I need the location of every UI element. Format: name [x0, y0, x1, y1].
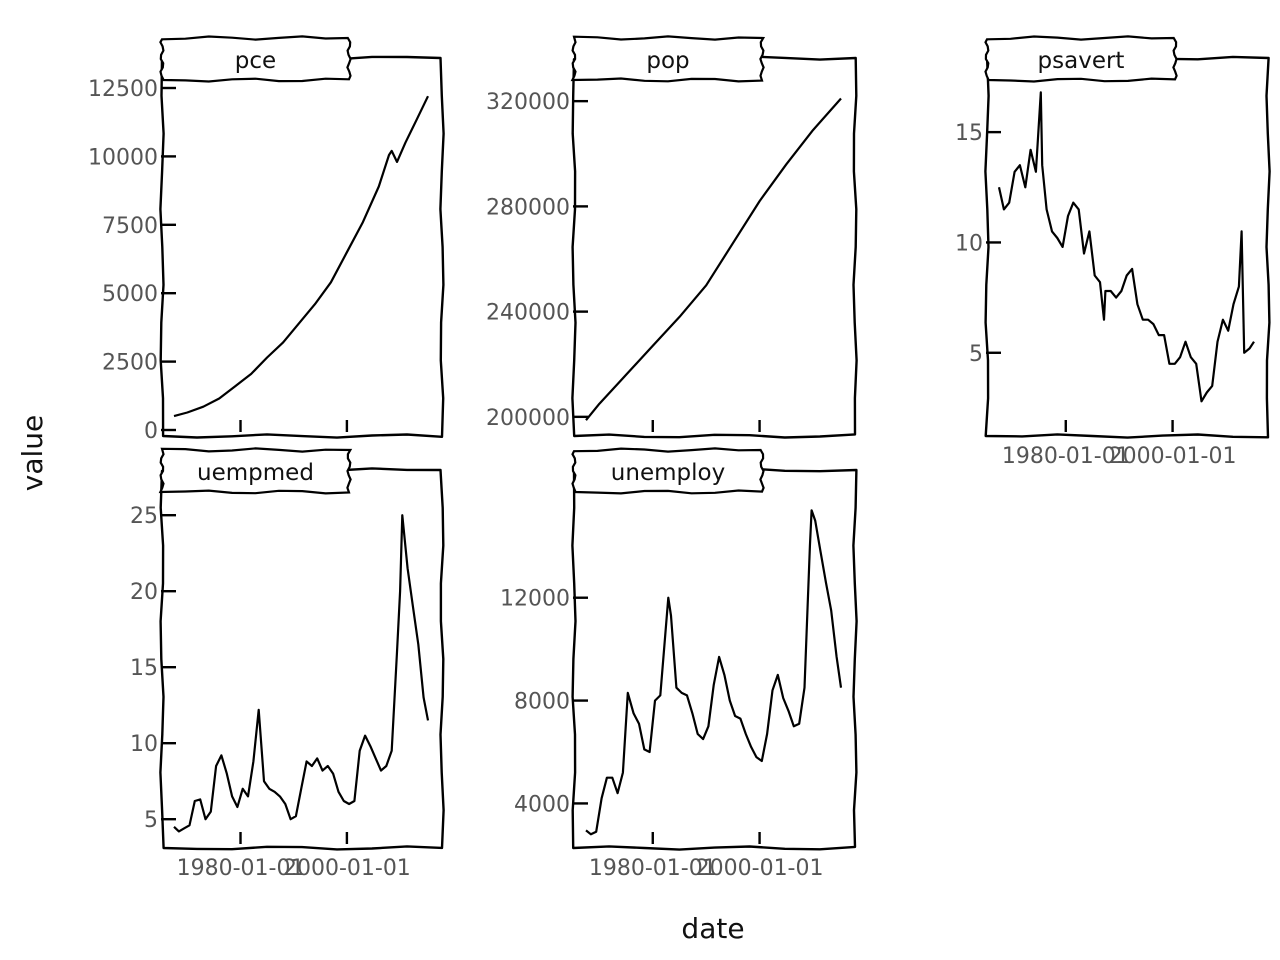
series-line-unemploy — [585, 509, 843, 836]
x-tick-label: 1980-01-01 — [1002, 444, 1130, 469]
series-line-uempmed — [173, 514, 430, 833]
strip-label: unemploy — [611, 460, 725, 486]
x-tick-label: 2000-01-01 — [696, 856, 824, 881]
strip-box — [159, 35, 352, 83]
y-tick-label: 5 — [144, 808, 158, 833]
y-tick-label: 2500 — [102, 351, 158, 376]
strip-label: psavert — [1038, 48, 1125, 74]
strip-box — [570, 35, 766, 83]
panel-pce: pce 0 2500 5000 7500 10000 12500 — [88, 35, 445, 444]
strip-box — [984, 35, 1178, 83]
x-tick-label: 1980-01-01 — [589, 856, 717, 881]
y-tick-label: 280000 — [486, 195, 570, 220]
panel-frame — [159, 467, 445, 851]
panel-pop: pop 200000 240000 280000 320000 — [486, 35, 858, 439]
y-tick-label: 12000 — [500, 587, 570, 612]
x-tick-label: 2000-01-01 — [283, 856, 411, 881]
x-axis-title: date — [681, 912, 744, 945]
y-tick-label: 0 — [144, 419, 158, 444]
y-tick-label: 200000 — [486, 406, 570, 431]
strip-box — [158, 447, 353, 495]
y-tick-label: 15 — [130, 656, 158, 681]
series-line-psavert — [997, 91, 1255, 403]
panel-frame — [571, 467, 858, 851]
y-tick-label: 5 — [969, 342, 983, 367]
y-tick-label: 15 — [955, 121, 983, 146]
y-tick-label: 4000 — [514, 792, 570, 817]
y-tick-label: 8000 — [514, 690, 570, 715]
y-tick-label: 10000 — [88, 145, 158, 170]
strip-label: pce — [235, 48, 276, 74]
y-tick-label: 10 — [130, 732, 158, 757]
y-tick-label: 20 — [130, 580, 158, 605]
y-tick-label: 10 — [955, 231, 983, 256]
y-tick-label: 320000 — [486, 90, 570, 115]
panel-unemploy: unemploy 4000 8000 12000 1980-01-012000-01-0… — [500, 447, 858, 881]
x-tick-label: 1980-01-01 — [177, 856, 305, 881]
panel-frame — [571, 55, 858, 439]
y-tick-label: 7500 — [102, 214, 158, 239]
panel-frame — [984, 55, 1271, 439]
x-tick-label: 2000-01-01 — [1109, 444, 1237, 469]
y-tick-label: 12500 — [88, 77, 158, 102]
y-axis-title: value — [16, 415, 49, 491]
strip-label: pop — [646, 48, 689, 74]
y-tick-label: 25 — [130, 504, 158, 529]
series-line-pop — [585, 97, 842, 421]
strip-label: uempmed — [197, 460, 314, 486]
strip-box — [571, 447, 765, 495]
y-tick-label: 240000 — [486, 301, 570, 326]
y-tick-label: 5000 — [102, 282, 158, 307]
series-line-pce — [173, 95, 429, 418]
panel-frame — [159, 55, 445, 439]
